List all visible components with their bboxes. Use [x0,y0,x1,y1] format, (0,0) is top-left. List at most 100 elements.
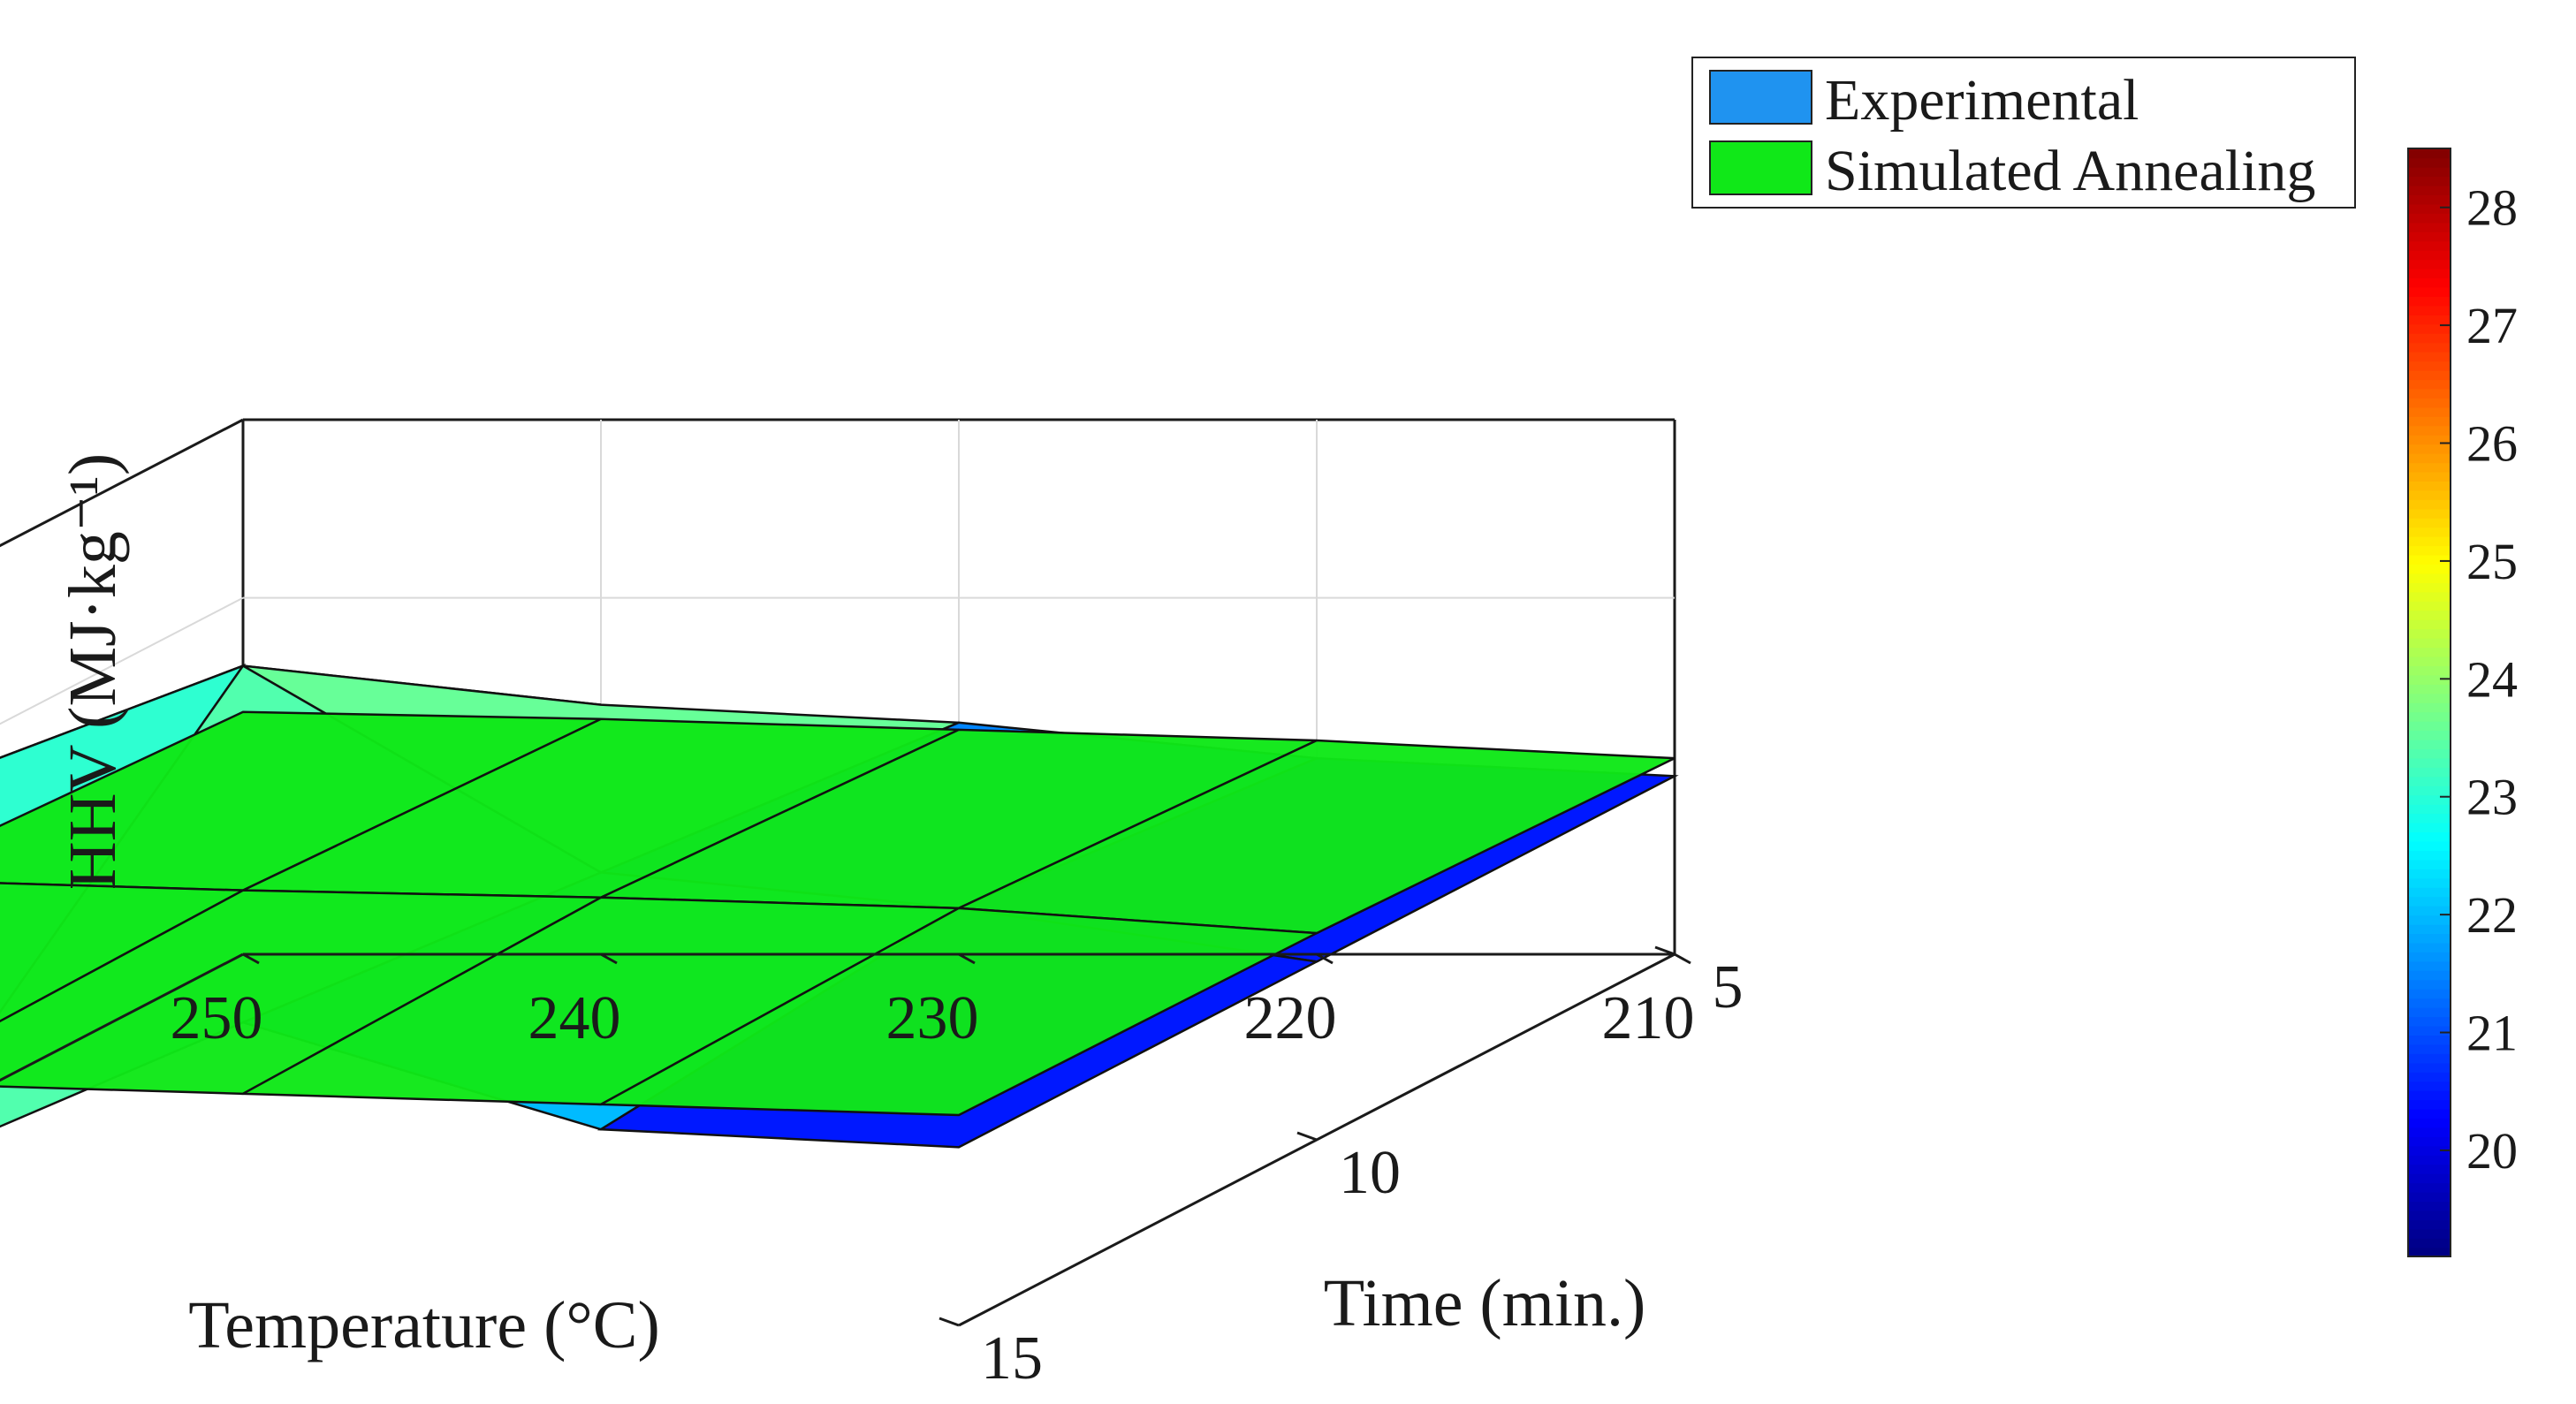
colorbar-tick-label: 28 [2466,179,2518,237]
colorbar-tick-label: 22 [2466,886,2518,944]
colorbar-segment [2408,1145,2451,1156]
colorbar-segment [2408,369,2451,381]
x-tick-label: 240 [528,984,621,1052]
colorbar-segment [2408,1136,2451,1147]
colorbar-segment [2408,1108,2451,1119]
legend-label-simulated-annealing: Simulated Annealing [1825,139,2315,203]
colorbar-segment [2408,157,2451,168]
colorbar-segment [2408,1072,2451,1082]
colorbar-segment [2408,499,2451,510]
colorbar-segment [2408,240,2451,251]
colorbar-segment [2408,379,2451,390]
colorbar-tick-label: 23 [2466,769,2518,826]
colorbar-segment [2408,351,2451,362]
colorbar-segment [2408,176,2451,186]
colorbar-segment [2408,406,2451,417]
colorbar-segment [2408,859,2451,869]
colorbar-segment [2408,637,2451,649]
colorbar-segment [2408,481,2451,491]
colorbar-segment [2408,905,2451,916]
colorbar-segment [2408,296,2451,307]
z-axis-title: HHV (MJ·kg⁻¹) [56,453,130,890]
colorbar-segment [2408,1025,2451,1036]
grid-line-z [0,596,244,725]
x-tick-mark [1674,952,1691,965]
x-tick-mark [958,952,976,965]
colorbar-segment [2408,360,2451,371]
colorbar-segment [2408,1062,2451,1073]
colorbar-segment [2408,323,2451,334]
colorbar-segment [2408,1228,2451,1239]
colorbar-segment [2408,342,2451,353]
surfaces [0,663,1679,1149]
colorbar-frame [2407,148,2451,1257]
colorbar-segment [2408,545,2451,556]
colorbar-segment [2408,1155,2451,1165]
colorbar-segment [2408,952,2451,962]
colorbar-segment [2408,277,2451,288]
colorbar-segment [2408,286,2451,297]
colorbar-segment [2408,573,2451,583]
colorbar-segment [2408,1173,2451,1184]
legend-swatch-simulated-annealing [1709,140,1812,195]
y-axis-title: Time (min.) [1324,1266,1646,1340]
colorbar-segment [2408,730,2451,740]
x-tick-label: 210 [1602,984,1695,1052]
colorbar-segment [2408,1247,2451,1257]
colorbar-segment [2408,923,2451,935]
colorbar-segment [2408,471,2451,482]
colorbar-segment [2408,1219,2451,1230]
colorbar-segment [2408,416,2451,427]
x-tick-mark [1316,952,1334,965]
colorbar-segment [2408,665,2451,676]
legend: Experimental Simulated Annealing [1691,57,2356,209]
colorbar-segment [2408,877,2451,888]
colorbar-segment [2408,554,2451,565]
colorbar-segment [2408,619,2451,630]
x-tick-label: 220 [1244,984,1337,1052]
colorbar: 20 21 22 23 24 25 26 27 28 [2407,148,2518,1257]
colorbar-segment [2408,850,2451,861]
colorbar-segment [2408,601,2451,611]
colorbar-segment [2408,914,2451,925]
colorbar-segment [2408,462,2451,473]
colorbar-tick-label: 27 [2466,297,2518,354]
colorbar-segment [2408,822,2451,833]
colorbar-segment [2408,674,2451,685]
colorbar-segment [2408,767,2451,778]
colorbar-segment [2408,813,2451,823]
colorbar-segment [2408,398,2451,408]
colorbar-segment [2408,213,2451,224]
colorbar-tick-label: 20 [2466,1122,2518,1180]
colorbar-segment [2408,960,2451,971]
x-axis-title: Temperature (°C) [188,1288,660,1362]
colorbar-tick-label: 21 [2466,1005,2518,1062]
colorbar-segment [2408,1164,2451,1174]
x-tick-label: 230 [886,984,979,1052]
y-tick-label: 15 [981,1324,1043,1393]
colorbar-segment [2408,1089,2451,1101]
colorbar-segment [2408,702,2451,713]
colorbar-segment [2408,185,2451,196]
colorbar-segment [2408,1035,2451,1045]
colorbar-segment [2408,748,2451,759]
colorbar-segment [2408,527,2451,537]
colorbar-segment [2408,315,2451,325]
colorbar-segment [2408,970,2451,981]
colorbar-segment [2408,249,2451,261]
colorbar-segment [2408,222,2451,232]
colorbar-segment [2408,444,2451,454]
colorbar-segment [2408,647,2451,657]
colorbar-segment [2408,1044,2451,1054]
x-tick-mark [242,952,260,965]
colorbar-segment [2408,452,2451,464]
colorbar-segment [2408,231,2451,242]
colorbar-segment [2408,656,2451,666]
colorbar-segment [2408,794,2451,805]
colorbar-segment [2408,388,2451,398]
colorbar-segment [2408,1118,2451,1128]
colorbar-segment [2408,1099,2451,1110]
colorbar-segment [2408,259,2451,269]
colorbar-segment [2408,803,2451,815]
colorbar-segment [2408,998,2451,1008]
